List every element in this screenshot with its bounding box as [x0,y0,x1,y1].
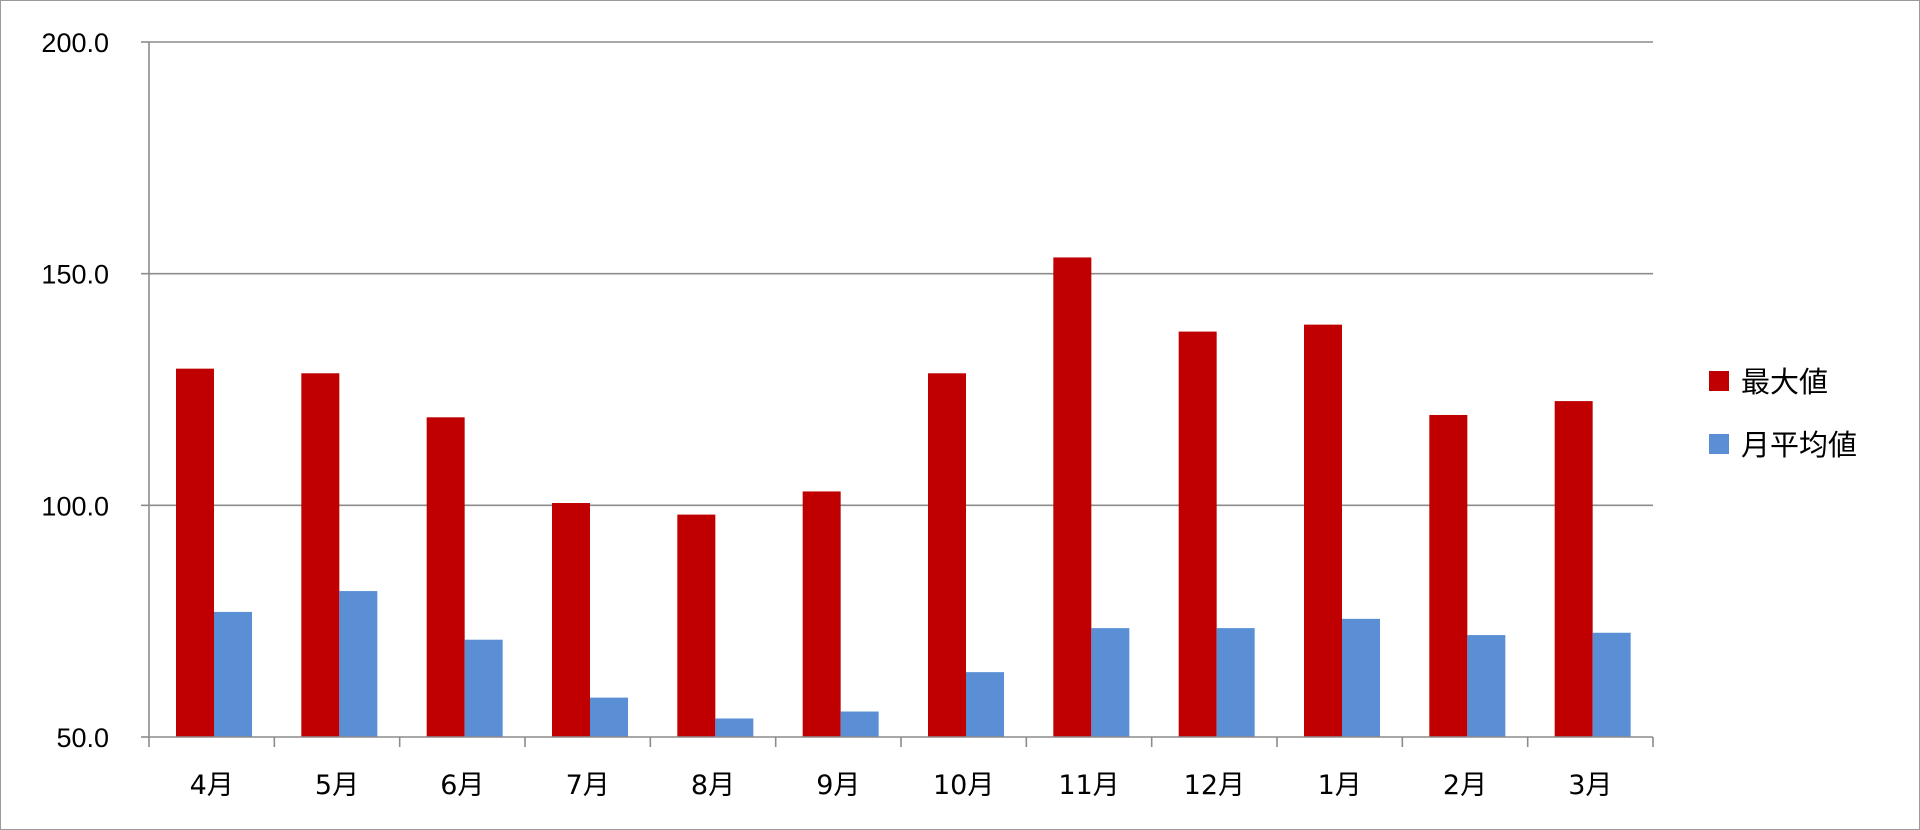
bar-max [1429,414,1468,737]
bar-avg [214,611,252,737]
legend-label: 月平均値 [1741,428,1857,462]
gridlines [149,41,1653,507]
x-tick-label: 9月 [816,770,860,801]
bar-max [802,491,841,737]
legend-swatch [1709,371,1729,391]
x-tick-label: 4月 [190,770,234,801]
y-tick-labels: 50.0 100.0 150.0 200.0 [41,28,109,753]
x-tick-label: 6月 [440,770,484,801]
bar-avg [590,697,628,737]
x-tick-label: 3月 [1568,770,1612,801]
x-tick-label: 8月 [691,770,735,801]
x-tick-label: 2月 [1443,770,1487,801]
bar-max [677,514,716,737]
x-tick-label: 12月 [1184,770,1245,801]
x-tick-label: 11月 [1058,770,1119,801]
bar-avg [1592,632,1631,737]
x-tick-label: 7月 [566,770,610,801]
x-tick-label: 5月 [315,770,359,801]
bar-avg [840,711,879,737]
bar-avg [1342,618,1380,737]
y-tick-label: 100.0 [41,491,109,521]
bar-max [1053,257,1092,737]
bar-avg [1216,628,1255,737]
bar-avg [1091,628,1130,737]
bar-max [1178,331,1217,737]
y-tick-label: 200.0 [41,28,109,58]
x-tick-label: 10月 [933,770,994,801]
bar-max [552,503,590,737]
x-tick-label: 1月 [1318,770,1362,801]
bar-avg [1467,635,1506,737]
bar-max [928,373,966,737]
bar-max [1304,324,1342,737]
legend-swatch [1709,434,1729,454]
bar-max [1554,401,1593,737]
bar-avg [715,718,754,737]
bars [176,257,1631,737]
legend-label: 最大値 [1741,365,1828,399]
bar-avg [966,672,1004,737]
bar-max [176,368,214,737]
y-tick-label: 150.0 [41,260,109,290]
axes [141,41,1654,747]
bar-avg [339,591,378,737]
bar-max [426,417,465,737]
bar-max [301,373,340,737]
bar-avg [464,639,503,737]
y-tick-label: 50.0 [56,723,109,753]
x-tick-labels: 4月 5月 6月 7月 8月 9月 10月 11月 12月 1月 2月 3月 [190,770,1613,801]
